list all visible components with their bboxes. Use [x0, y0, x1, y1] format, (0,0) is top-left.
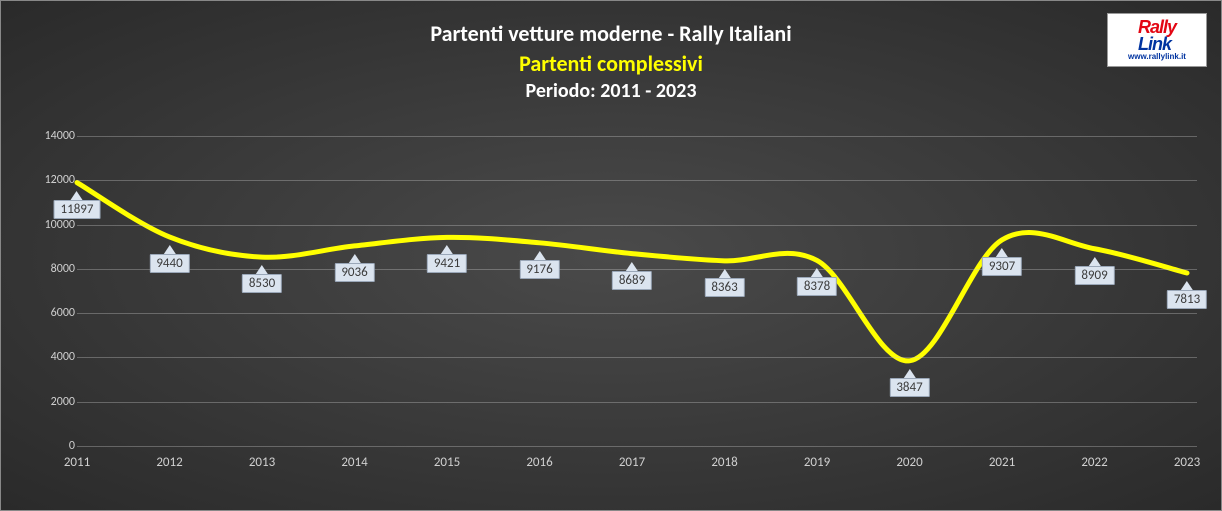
- data-label: 7813: [1167, 281, 1207, 309]
- callout-arrow-icon: [1088, 257, 1100, 266]
- callout-value: 9307: [982, 257, 1022, 276]
- x-axis-label: 2017: [602, 455, 662, 470]
- gridline: [77, 402, 1197, 403]
- callout-value: 8689: [612, 271, 652, 290]
- logo-word-2: Link: [1138, 34, 1171, 54]
- title-line-3: Periodo: 2011 - 2023: [1, 78, 1221, 105]
- callout-arrow-icon: [996, 248, 1008, 257]
- callout-arrow-icon: [811, 268, 823, 277]
- y-axis-label: 10000: [37, 218, 75, 232]
- plot-area: 0200040006000800010000120001400020112012…: [47, 136, 1197, 446]
- y-axis-label: 8000: [37, 262, 75, 276]
- x-axis-label: 2015: [417, 455, 477, 470]
- data-label: 8689: [612, 262, 652, 290]
- callout-arrow-icon: [626, 262, 638, 271]
- y-axis-label: 4000: [37, 350, 75, 364]
- x-axis-label: 2012: [140, 455, 200, 470]
- x-axis-label: 2016: [510, 455, 570, 470]
- gridline: [77, 446, 1197, 447]
- callout-arrow-icon: [441, 245, 453, 254]
- callout-arrow-icon: [163, 245, 175, 254]
- data-label: 11897: [54, 191, 101, 219]
- logo-badge: Rally Link www.rallylink.it: [1107, 13, 1207, 67]
- data-label: 8909: [1074, 257, 1114, 285]
- x-axis-label: 2020: [880, 455, 940, 470]
- y-axis-label: 0: [37, 439, 75, 453]
- callout-arrow-icon: [718, 269, 730, 278]
- y-axis-label: 2000: [37, 395, 75, 409]
- callout-value: 8363: [704, 278, 744, 297]
- chart-container: Rally Link www.rallylink.it Partenti vet…: [0, 0, 1222, 511]
- callout-value: 9421: [427, 254, 467, 273]
- callout-value: 9036: [334, 263, 374, 282]
- data-label: 8363: [704, 269, 744, 297]
- gridline: [77, 225, 1197, 226]
- callout-arrow-icon: [256, 265, 268, 274]
- y-axis-label: 12000: [37, 173, 75, 187]
- callout-arrow-icon: [903, 369, 915, 378]
- callout-value: 9440: [149, 254, 189, 273]
- data-label: 8378: [797, 268, 837, 296]
- x-axis-label: 2014: [325, 455, 385, 470]
- chart-titles: Partenti vetture moderne - Rally Italian…: [1, 1, 1221, 105]
- callout-value: 8909: [1074, 266, 1114, 285]
- y-axis-label: 6000: [37, 306, 75, 320]
- gridline: [77, 313, 1197, 314]
- callout-arrow-icon: [1181, 281, 1193, 290]
- data-label: 9307: [982, 248, 1022, 276]
- x-axis-label: 2021: [972, 455, 1032, 470]
- x-axis-label: 2013: [232, 455, 292, 470]
- data-label: 8530: [242, 265, 282, 293]
- callout-arrow-icon: [533, 251, 545, 260]
- callout-arrow-icon: [348, 254, 360, 263]
- line-series: [47, 136, 1197, 446]
- logo-url: www.rallylink.it: [1128, 52, 1186, 61]
- data-label: 3847: [889, 369, 929, 397]
- callout-arrow-icon: [71, 191, 83, 200]
- title-line-2: Partenti complessivi: [1, 49, 1221, 79]
- data-label: 9176: [519, 251, 559, 279]
- x-axis-label: 2022: [1065, 455, 1125, 470]
- gridline: [77, 357, 1197, 358]
- callout-value: 8378: [797, 277, 837, 296]
- gridline: [77, 136, 1197, 137]
- x-axis-label: 2019: [787, 455, 847, 470]
- gridline: [77, 180, 1197, 181]
- title-line-1: Partenti vetture moderne - Rally Italian…: [1, 19, 1221, 49]
- callout-value: 8530: [242, 274, 282, 293]
- data-label: 9421: [427, 245, 467, 273]
- y-axis-label: 14000: [37, 129, 75, 143]
- logo-text: Rally Link: [1138, 19, 1176, 51]
- callout-value: 11897: [54, 200, 101, 219]
- callout-value: 3847: [889, 378, 929, 397]
- callout-value: 7813: [1167, 290, 1207, 309]
- callout-value: 9176: [519, 260, 559, 279]
- x-axis-label: 2018: [695, 455, 755, 470]
- data-label: 9440: [149, 245, 189, 273]
- data-label: 9036: [334, 254, 374, 282]
- x-axis-label: 2023: [1157, 455, 1217, 470]
- x-axis-label: 2011: [47, 455, 107, 470]
